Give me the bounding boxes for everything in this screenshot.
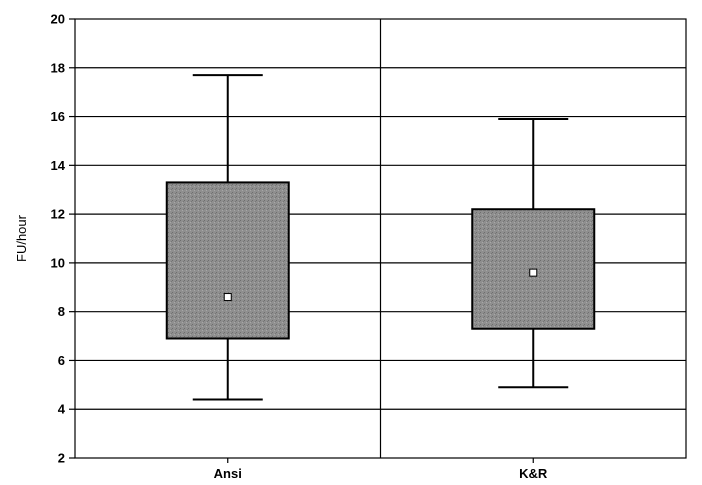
category-label-k-r: K&R <box>519 466 548 481</box>
y-tick-label-2: 2 <box>58 451 65 466</box>
y-tick-label-20: 20 <box>51 12 65 27</box>
y-tick-label-12: 12 <box>51 207 65 222</box>
mean-marker-k-r <box>529 268 538 277</box>
y-tick-label-8: 8 <box>58 304 65 319</box>
mean-marker-ansi <box>223 293 232 302</box>
y-axis-title: FU/hour <box>14 214 29 262</box>
y-tick-labels: 2 4 6 8 10 12 14 16 18 20 <box>51 12 75 466</box>
y-tick-label-18: 18 <box>51 60 65 75</box>
category-labels: Ansi K&R <box>214 458 548 481</box>
category-label-ansi: Ansi <box>214 466 242 481</box>
y-tick-label-10: 10 <box>51 255 65 270</box>
y-tick-label-4: 4 <box>58 402 66 417</box>
box-ansi <box>165 181 290 340</box>
y-tick-label-6: 6 <box>58 353 65 368</box>
y-tick-label-14: 14 <box>51 158 66 173</box>
boxes <box>165 74 596 401</box>
y-tick-label-16: 16 <box>51 109 65 124</box>
